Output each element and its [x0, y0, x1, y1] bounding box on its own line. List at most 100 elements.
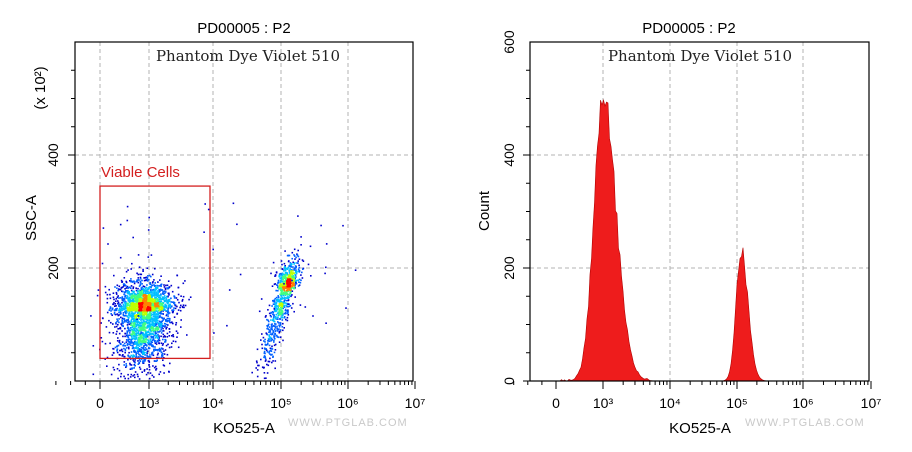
viable-cells-event [145, 338, 148, 341]
viable-cells-event [129, 338, 131, 341]
outlier-event [101, 262, 104, 265]
viable-cells-event [139, 289, 141, 291]
viable-cells-event [136, 272, 138, 275]
viable-cells-event [130, 364, 133, 366]
viable-cells-event [176, 312, 179, 315]
population-2-event [256, 361, 258, 364]
population-2-event [284, 291, 287, 294]
outlier-event [213, 332, 215, 334]
viable-cells-event [166, 300, 169, 302]
population-2-event [291, 282, 293, 284]
viable-cells-event [130, 278, 132, 280]
population-2-event [281, 306, 284, 309]
viable-cells-event [132, 325, 135, 327]
viable-cells-event [126, 285, 129, 288]
population-2-event [284, 308, 287, 311]
viable-cells-event [163, 335, 166, 337]
viable-cells-event [128, 286, 130, 289]
viable-cells-event [128, 320, 130, 323]
viable-cells-event [167, 324, 169, 326]
viable-cells-event [158, 350, 161, 352]
viable-cells-event [116, 345, 118, 348]
viable-cells-event [131, 304, 134, 307]
outlier-event [287, 303, 289, 306]
viable-cells-event [116, 313, 119, 315]
population-2-event [288, 265, 290, 267]
population-2-event [280, 291, 283, 293]
viable-cells-event [130, 319, 132, 322]
viable-cells-event [139, 348, 142, 351]
population-2-event [276, 327, 278, 330]
viable-cells-event [166, 309, 168, 312]
viable-cells-event [176, 336, 178, 338]
viable-cells-event [151, 329, 153, 332]
viable-cells-event [158, 326, 161, 328]
viable-cells-event [165, 327, 167, 330]
viable-cells-event [118, 285, 121, 288]
viable-cells-event [142, 353, 144, 355]
viable-cells-event [160, 321, 163, 324]
dot-plot-x-tick-label: 10⁶ [337, 395, 358, 411]
viable-cells-event [145, 303, 148, 305]
population-2-event [294, 271, 297, 274]
population-2-event [289, 291, 292, 293]
viable-cells-event [134, 299, 136, 302]
viable-cells-event [133, 313, 135, 316]
viable-cells-event [114, 346, 117, 349]
viable-cells-event [132, 287, 134, 290]
viable-cells-event [145, 290, 148, 293]
viable-cells-event [137, 375, 139, 378]
viable-cells-event [108, 288, 110, 291]
viable-cells-event [150, 318, 153, 320]
viable-cells-event [137, 317, 140, 319]
viable-cells-event [141, 316, 143, 318]
viable-cells-event [156, 284, 158, 287]
viable-cells-event [155, 300, 157, 303]
viable-cells-event [148, 294, 151, 296]
viable-cells-event [136, 373, 139, 376]
viable-cells-event [155, 365, 157, 368]
population-2-event [293, 279, 296, 281]
viable-cells-event [145, 356, 147, 359]
population-2-event [271, 345, 273, 348]
viable-cells-event [158, 373, 160, 376]
viable-cells-event [147, 330, 150, 333]
histogram-y-axis-label: Count [476, 190, 493, 231]
viable-cells-event [130, 335, 133, 337]
population-2-event [273, 308, 276, 311]
viable-cells-event [135, 320, 138, 322]
outlier-event [282, 329, 284, 332]
viable-cells-event [128, 313, 131, 315]
population-2-event [293, 248, 296, 251]
population-2-event [298, 284, 301, 286]
viable-cells-event [130, 341, 133, 344]
viable-cells-event [167, 280, 170, 282]
outlier-event [207, 208, 210, 211]
viable-cells-event [158, 320, 161, 323]
viable-cells-event [106, 311, 109, 314]
viable-cells-event [120, 316, 122, 319]
viable-cells-event [170, 346, 173, 348]
viable-cells-event [141, 371, 143, 373]
population-2-event [282, 290, 284, 292]
viable-cells-event [135, 300, 137, 302]
viable-cells-event [142, 270, 144, 272]
viable-cells-event [136, 344, 138, 347]
population-2-event [279, 293, 281, 296]
population-2-event [267, 364, 270, 367]
viable-cells-event [136, 291, 139, 293]
viable-cells-event [118, 339, 121, 342]
viable-cells-event [170, 301, 172, 303]
viable-cells-event [155, 292, 157, 294]
population-2-event [284, 280, 287, 282]
viable-cells-event [140, 352, 143, 354]
viable-cells-event [157, 317, 159, 319]
viable-cells-event [157, 327, 159, 330]
viable-cells-event [131, 301, 133, 303]
population-2-event [295, 272, 298, 275]
population-2-event [284, 271, 287, 274]
viable-cells-event [133, 290, 135, 293]
viable-cells-event [130, 320, 133, 323]
viable-cells-gate-label: Viable Cells [101, 164, 180, 181]
viable-cells-event [141, 297, 144, 299]
